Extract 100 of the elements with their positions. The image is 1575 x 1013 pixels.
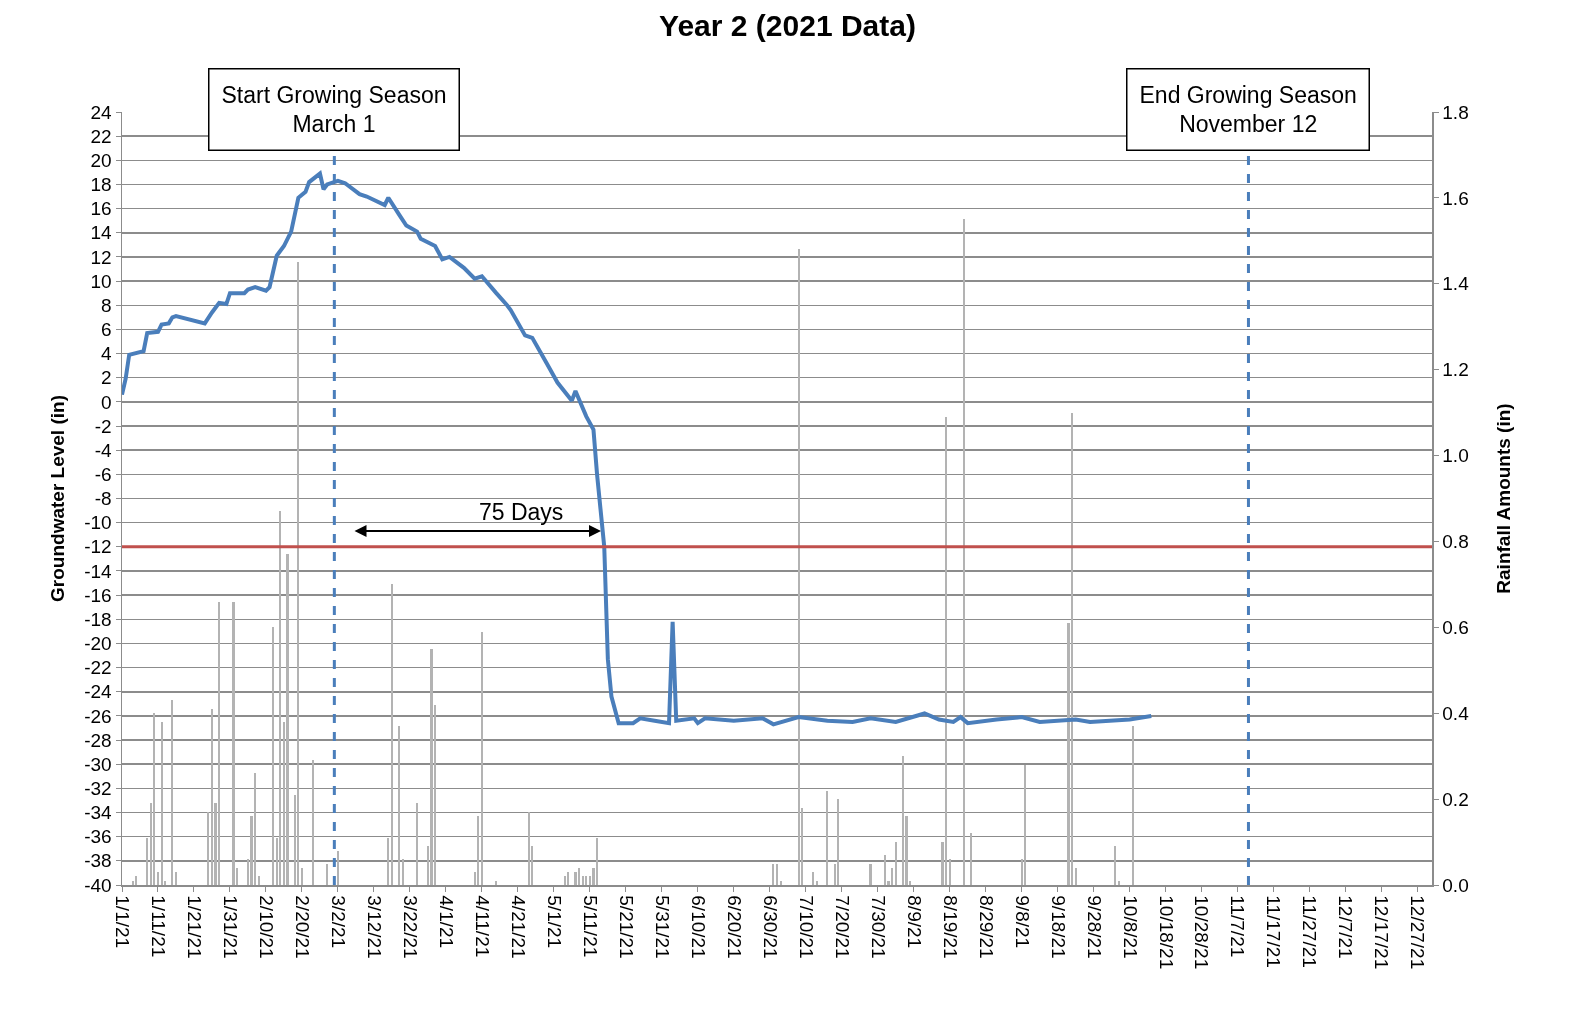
bar: [416, 803, 419, 885]
x-tick-label: 10/8/21: [1119, 895, 1141, 959]
bar: [430, 648, 433, 885]
bar: [1074, 867, 1077, 885]
y-axis-title: Groundwater Level (in): [47, 395, 69, 602]
x-tick-label: 10/18/21: [1155, 895, 1177, 970]
x-tick-label: 6/10/21: [687, 895, 709, 959]
bar: [153, 713, 156, 885]
x-tick-label: 12/7/21: [1335, 895, 1357, 959]
y-tick-label: -10: [84, 512, 112, 534]
y-tick-label: 12: [90, 246, 112, 268]
bar: [254, 773, 257, 885]
x-tick-label: 8/9/21: [903, 895, 925, 949]
bar: [775, 863, 779, 885]
bar: [135, 876, 138, 885]
y-tick-label: 2: [101, 367, 112, 389]
y-tick-label: -40: [84, 874, 112, 896]
x-tick-label: 7/10/21: [795, 895, 817, 959]
bar: [527, 811, 530, 885]
x-tick-label: 9/8/21: [1011, 895, 1033, 949]
bar: [948, 859, 951, 885]
y-tick-label: -2: [94, 415, 112, 437]
y-tick-label: -6: [94, 463, 112, 485]
bar: [577, 867, 581, 885]
x-tick-label: 5/1/21: [543, 895, 565, 949]
x-tick-label: 1/21/21: [183, 895, 205, 959]
x-tick-label: 1/31/21: [219, 895, 241, 959]
y-tick-label: 18: [90, 174, 112, 196]
bar: [585, 876, 588, 885]
x-tick-label: 3/12/21: [363, 895, 385, 959]
x-tick-label: 8/29/21: [975, 895, 997, 959]
y2-tick-label: 1.6: [1442, 187, 1469, 209]
bar: [326, 863, 329, 885]
bar: [563, 876, 566, 885]
bar: [826, 790, 829, 885]
bar: [336, 850, 340, 885]
y-tick-label: -12: [84, 536, 112, 558]
x-tick-label: 5/11/21: [579, 895, 601, 958]
bar: [210, 708, 214, 885]
bar: [1132, 726, 1135, 885]
y-tick-label: -38: [84, 850, 112, 872]
bar: [146, 837, 149, 885]
x-tick-label: 4/1/21: [435, 895, 457, 949]
y-tick-label: 22: [90, 125, 112, 147]
ref-line-label: Start Growing Season March 1: [221, 81, 447, 138]
x-tick-label: 9/18/21: [1047, 895, 1069, 959]
bar: [257, 876, 260, 885]
x-tick-label: 7/20/21: [831, 895, 853, 959]
bar: [567, 872, 570, 885]
y-tick-label: -4: [94, 439, 113, 461]
y-tick-label: -16: [84, 584, 112, 606]
bar: [286, 554, 289, 885]
annotation: 75 Days: [479, 499, 564, 525]
x-tick-label: 1/1/21: [111, 895, 133, 949]
x-tick-label: 11/17/21: [1263, 895, 1285, 968]
bar: [595, 837, 599, 885]
bar: [401, 859, 404, 885]
bar: [772, 863, 775, 885]
x-tick-label: 2/10/21: [255, 895, 277, 959]
y-tick-label: -18: [84, 608, 112, 630]
x-tick-label: 10/28/21: [1191, 895, 1213, 970]
y-tick-label: -30: [84, 753, 112, 775]
y2-tick-label: 1.8: [1442, 101, 1469, 123]
y-tick-label: -26: [84, 705, 112, 727]
y-tick-label: -14: [84, 560, 113, 582]
y-tick-label: 6: [101, 319, 112, 341]
y-tick-label: -24: [84, 681, 113, 703]
bar: [811, 872, 815, 885]
y-tick-label: -22: [84, 657, 112, 679]
x-tick-label: 9/28/21: [1083, 895, 1105, 959]
bar: [218, 601, 221, 885]
y2-tick-label: 1.4: [1442, 273, 1470, 295]
bar: [398, 726, 401, 885]
x-tick-label: 6/20/21: [723, 895, 745, 959]
y2-axis-title: Rainfall Amounts (in): [1492, 403, 1514, 594]
bar: [1071, 412, 1074, 885]
x-tick-label: 12/27/21: [1407, 895, 1429, 970]
y-tick-label: -32: [84, 778, 112, 800]
y2-tick-label: 1.0: [1442, 445, 1469, 467]
bar: [883, 854, 887, 885]
bar: [477, 816, 480, 885]
bar: [1024, 764, 1027, 885]
bar: [901, 756, 905, 885]
bar: [869, 863, 872, 885]
y-tick-label: 10: [90, 270, 112, 292]
bar: [891, 867, 894, 885]
y2-tick-label: 0.2: [1442, 788, 1469, 810]
y-tick-label: 0: [101, 391, 112, 413]
bar: [311, 760, 314, 885]
bar: [207, 811, 210, 885]
bar: [390, 584, 393, 885]
bar: [797, 249, 800, 885]
y2-tick-label: 0.4: [1442, 702, 1470, 724]
bar: [387, 837, 390, 885]
bar: [480, 631, 483, 885]
chart-title: Year 2 (2021 Data): [659, 9, 916, 43]
y-tick-label: 4: [101, 343, 113, 365]
bar: [160, 721, 163, 885]
x-tick-label: 3/22/21: [399, 895, 421, 959]
x-tick-label: 11/27/21: [1299, 895, 1321, 968]
